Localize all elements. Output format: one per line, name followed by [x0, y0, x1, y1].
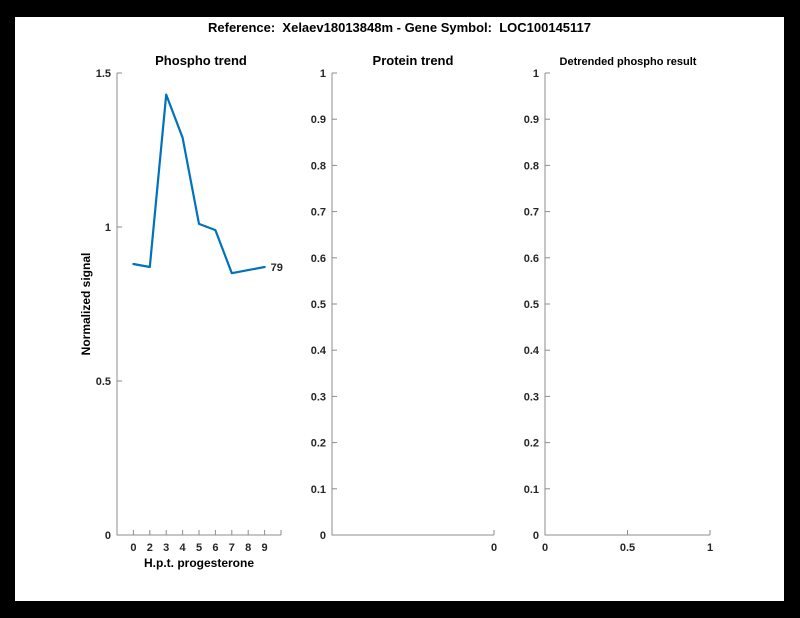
x-tick-label: 0: [542, 542, 548, 554]
y-tick-label: 0: [533, 530, 539, 542]
axis-spines: [116, 73, 281, 536]
y-tick-label: 0.5: [524, 299, 539, 311]
y-tick-label: 0.2: [311, 438, 326, 450]
y-tick-label: 0.1: [311, 484, 326, 496]
x-tick-label: 0: [130, 542, 136, 554]
x-tick-label: 0.5: [620, 542, 635, 554]
y-tick-label: 1.5: [96, 68, 111, 80]
axis-spines: [331, 73, 494, 536]
x-tick-label: 6: [212, 542, 218, 554]
y-tick-label: 0: [105, 530, 111, 542]
x-tick-label: 1: [707, 542, 713, 554]
y-tick-label: 0.7: [524, 207, 539, 219]
y-tick-label: 1: [533, 68, 539, 80]
y-tick-label: 0.3: [311, 391, 326, 403]
y-tick-label: 0.7: [311, 207, 326, 219]
axes-0: 00.511.50 2 3 4 5 6 7 8 979: [96, 68, 283, 554]
y-tick-label: 1: [105, 222, 111, 234]
y-tick-label: 0.2: [524, 438, 539, 450]
axes-1: 0 0.1 0.2 0.3 0.4 0.5 0.6 0.7 0.8 0.9 1 0: [311, 68, 497, 554]
plot-title-detrended-phospho-result: Detrended phospho result: [559, 56, 697, 68]
x-tick-label: 7: [229, 542, 235, 554]
x-axis-label: H.p.t. progesterone: [143, 556, 254, 570]
figure-canvas: [15, 17, 784, 601]
y-tick-label: 0.5: [311, 299, 326, 311]
figure-title: Reference: Xelaev18013848m - Gene Symbol…: [208, 20, 591, 35]
x-tick-label: 2: [147, 542, 153, 554]
y-tick-label: 0.8: [524, 160, 539, 172]
y-tick-label: 0.8: [311, 160, 326, 172]
series-end-label: 79: [271, 262, 283, 274]
x-tick-label: 3: [163, 542, 169, 554]
axes-2: 0 0.1 0.2 0.3 0.4 0.5 0.6 0.7 0.8 0.9 1 0 0.5 1: [524, 68, 713, 554]
y-tick-label: 0.9: [524, 114, 539, 126]
y-tick-label: 0.6: [524, 253, 539, 265]
y-tick-label: 0.4: [311, 345, 327, 357]
y-tick-label: 0.4: [524, 345, 540, 357]
y-tick-label: 1: [320, 68, 326, 80]
x-tick-label: 5: [196, 542, 202, 554]
y-tick-label: 0.3: [524, 391, 539, 403]
plot-title-protein-trend: Protein trend: [372, 53, 454, 68]
x-tick-label: 4: [180, 542, 187, 554]
x-tick-label: 8: [245, 542, 251, 554]
y-tick-label: 0.1: [524, 484, 539, 496]
y-tick-label: 0.9: [311, 114, 326, 126]
x-tick-label: 0: [491, 542, 497, 554]
y-tick-label: 0.5: [96, 376, 111, 388]
axis-spines: [544, 73, 710, 536]
x-tick-label: 9: [262, 542, 268, 554]
y-tick-label: 0: [320, 530, 326, 542]
y-tick-label: 0.6: [311, 253, 326, 265]
series-line-phospho-signal: [132, 93, 266, 275]
plot-title-phospho-trend: Phospho trend: [155, 53, 247, 68]
